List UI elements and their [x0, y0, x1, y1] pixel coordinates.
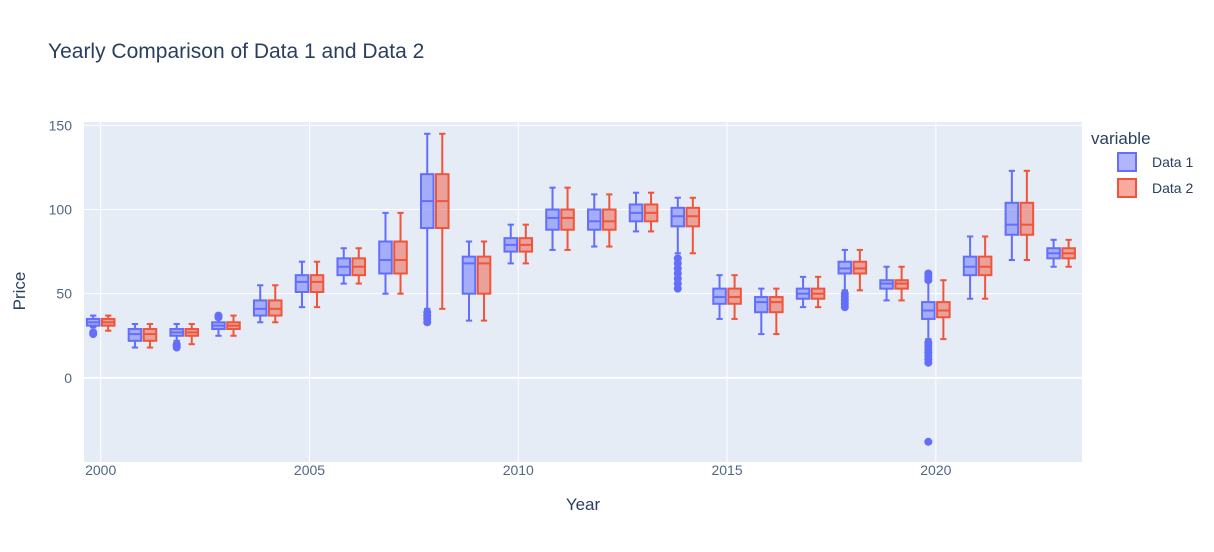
box — [1004, 169, 1020, 262]
box — [100, 314, 116, 332]
box — [294, 260, 310, 309]
box — [1061, 238, 1076, 268]
box — [435, 132, 450, 310]
outlier-point — [89, 328, 98, 337]
box — [936, 279, 951, 341]
box — [894, 265, 909, 302]
outlier-point — [840, 289, 849, 298]
box — [1046, 238, 1061, 268]
box — [336, 247, 351, 285]
legend: variable Data 1 Data 2 — [1091, 129, 1193, 198]
outlier-point — [673, 254, 682, 263]
box-body — [461, 255, 477, 295]
box — [560, 186, 575, 251]
box — [1019, 169, 1035, 262]
x-axis-ticks: 2000 2005 2010 2015 2020 — [85, 462, 952, 478]
x-tick-label: 2000 — [85, 462, 116, 478]
box-traces — [85, 132, 1076, 446]
x-tick-label: 2005 — [294, 462, 325, 478]
legend-item-data-1[interactable]: Data 1 — [1117, 152, 1193, 172]
box — [309, 260, 325, 309]
box — [879, 265, 894, 302]
box — [852, 248, 868, 292]
box — [127, 322, 143, 349]
box — [727, 274, 742, 320]
legend-label: Data 2 — [1152, 180, 1193, 196]
box — [351, 247, 367, 285]
box-body — [294, 274, 310, 293]
y-tick-label: 50 — [56, 286, 72, 302]
box-body — [393, 240, 408, 275]
legend-swatch — [1117, 152, 1137, 172]
box — [921, 269, 936, 446]
box — [628, 191, 644, 233]
box — [685, 196, 701, 255]
box — [169, 322, 184, 352]
box-body — [602, 208, 617, 231]
box-body — [769, 296, 784, 314]
legend-label: Data 1 — [1152, 154, 1193, 170]
outlier-point — [924, 269, 933, 278]
box — [712, 274, 727, 320]
y-tick-label: 150 — [49, 117, 73, 133]
box — [962, 235, 978, 300]
x-tick-label: 2020 — [920, 462, 951, 478]
box — [393, 211, 408, 295]
outlier-point — [423, 308, 432, 317]
series-data-2 — [100, 132, 1076, 349]
gridlines — [84, 122, 1082, 462]
box — [419, 132, 435, 327]
series-data-1 — [85, 132, 1061, 446]
box — [85, 314, 101, 339]
box — [503, 223, 519, 265]
box — [476, 240, 492, 322]
box — [518, 223, 534, 265]
box — [211, 311, 226, 337]
outlier-point — [172, 340, 181, 349]
x-axis-title: Year — [566, 495, 601, 514]
box — [252, 284, 268, 324]
box — [184, 322, 199, 346]
plot-area — [84, 122, 1082, 462]
box — [670, 196, 686, 293]
y-tick-label: 0 — [64, 370, 72, 386]
box — [587, 193, 602, 248]
outlier-point — [214, 311, 223, 320]
outlier-point — [924, 437, 933, 446]
legend-item-data-2[interactable]: Data 2 — [1117, 178, 1193, 198]
box-body — [754, 296, 769, 314]
box — [643, 191, 659, 233]
x-tick-label: 2010 — [503, 462, 534, 478]
box — [378, 211, 393, 295]
box — [810, 275, 826, 309]
box-body — [1004, 201, 1020, 236]
y-tick-label: 100 — [49, 202, 73, 218]
outlier-point — [924, 338, 933, 347]
box — [142, 322, 158, 349]
box-body — [1019, 201, 1035, 236]
box — [754, 287, 769, 336]
box — [795, 275, 811, 309]
legend-swatch — [1117, 178, 1137, 198]
y-axis-ticks: 0 50 100 150 — [49, 117, 73, 385]
box-body — [378, 240, 393, 275]
y-axis-title: Price — [10, 272, 29, 311]
box — [837, 248, 853, 312]
box — [769, 287, 784, 336]
box — [977, 235, 993, 300]
box — [461, 240, 477, 322]
box — [602, 193, 617, 248]
box — [226, 314, 241, 337]
box-body — [309, 274, 325, 293]
legend-title: variable — [1091, 129, 1151, 148]
chart-title: Yearly Comparison of Data 1 and Data 2 — [48, 40, 424, 63]
box-body — [476, 255, 492, 295]
box-body — [560, 208, 575, 231]
box — [545, 186, 560, 251]
box-body — [587, 208, 602, 231]
box — [267, 284, 283, 324]
box-body — [545, 208, 560, 231]
x-tick-label: 2015 — [711, 462, 742, 478]
